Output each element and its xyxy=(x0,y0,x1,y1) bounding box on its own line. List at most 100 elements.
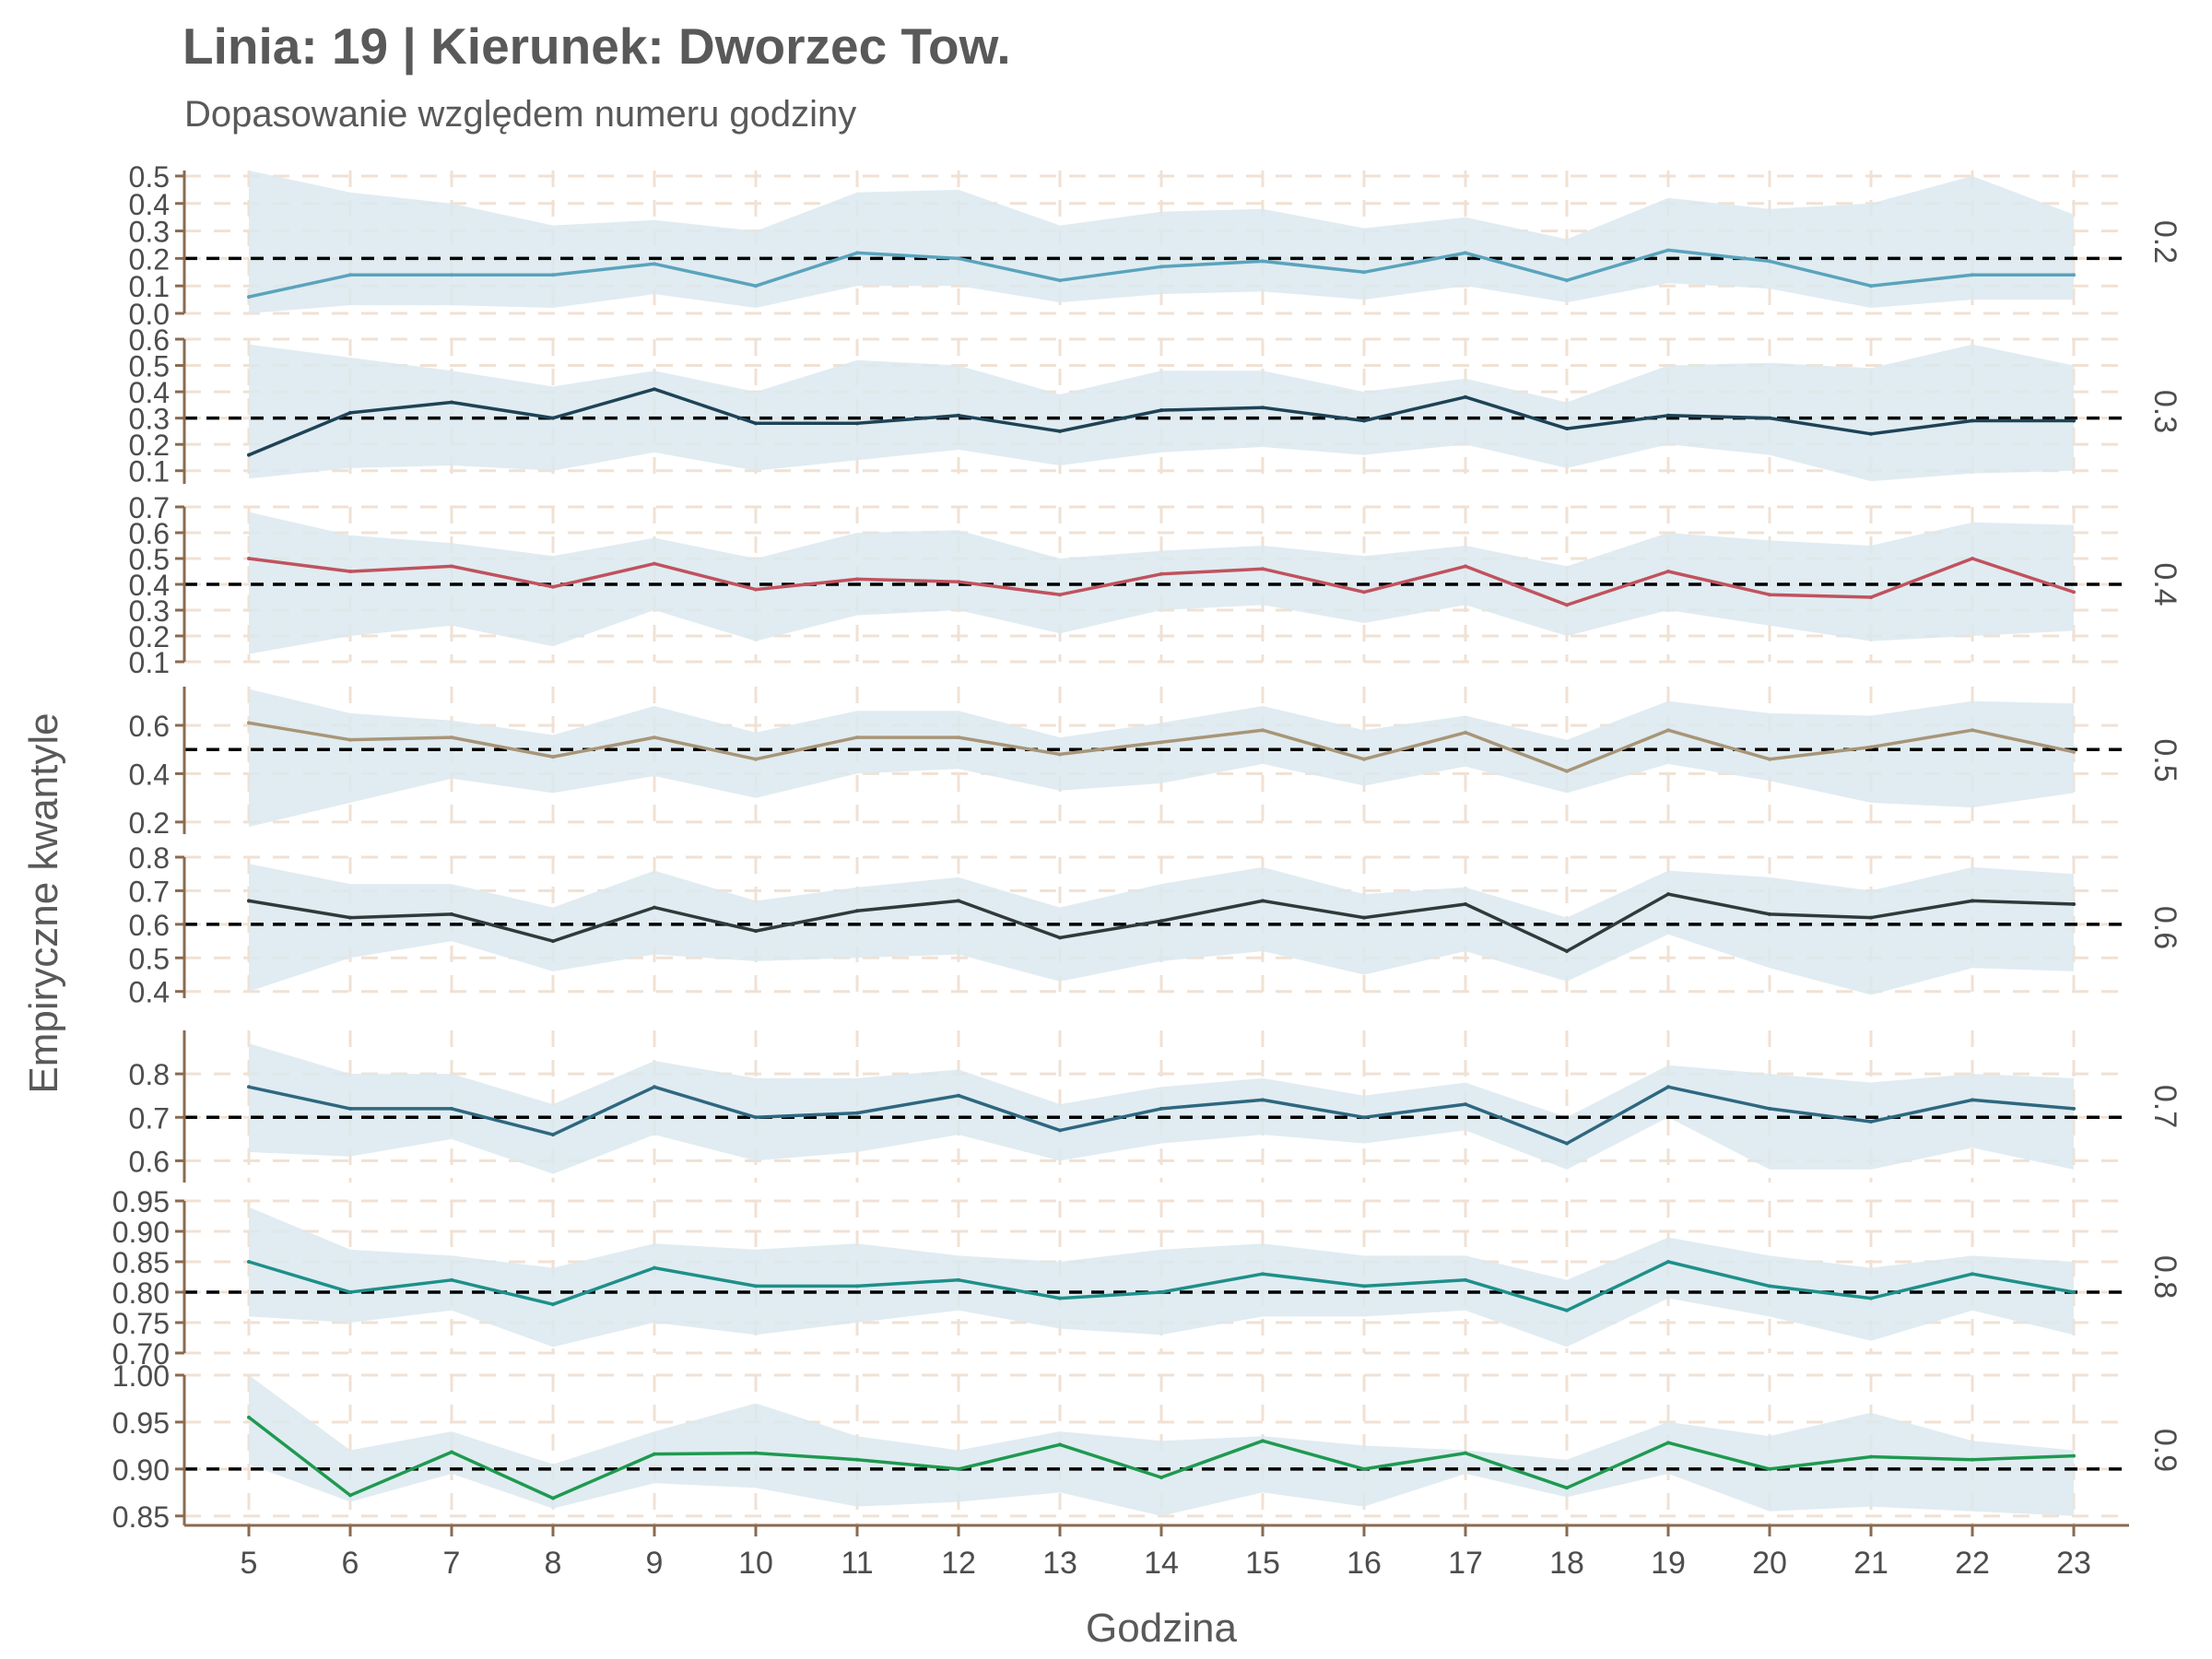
data-point xyxy=(1261,1272,1265,1277)
data-point xyxy=(1869,1454,1873,1459)
data-point xyxy=(754,587,758,592)
data-point xyxy=(1261,899,1265,903)
x-tick-label: 5 xyxy=(241,1546,258,1581)
data-point xyxy=(1971,1098,1974,1102)
facet-label: 0.9 xyxy=(2147,1429,2183,1472)
facet-label: 0.4 xyxy=(2147,562,2183,606)
x-tick-label: 17 xyxy=(1448,1546,1483,1581)
y-tick-label: 0.2 xyxy=(129,242,170,276)
data-point xyxy=(653,387,656,392)
data-point xyxy=(1666,248,1670,253)
data-point xyxy=(450,1277,453,1282)
facet-label: 0.3 xyxy=(2147,390,2183,433)
data-point xyxy=(551,1496,555,1500)
data-point xyxy=(1159,408,1163,413)
data-point xyxy=(855,1111,859,1115)
data-point xyxy=(1058,429,1062,433)
y-tick-label: 0.85 xyxy=(112,1500,170,1534)
data-point xyxy=(247,1415,251,1419)
data-point xyxy=(1058,935,1062,940)
facet-label: 0.2 xyxy=(2147,220,2183,264)
data-point xyxy=(653,1265,656,1270)
y-tick-label: 0.4 xyxy=(129,569,170,602)
y-tick-label: 0.95 xyxy=(112,1185,170,1218)
y-tick-label: 0.8 xyxy=(129,841,170,875)
data-point xyxy=(1768,593,1771,597)
data-point xyxy=(247,295,251,300)
data-point xyxy=(1565,1486,1569,1490)
data-point xyxy=(754,1284,758,1288)
facet-panel-0.7: 0.6 0.7 0.8 0.7 xyxy=(129,1030,2183,1182)
x-tick-label: 12 xyxy=(941,1546,976,1581)
data-point xyxy=(1261,1439,1265,1443)
x-tick-label: 13 xyxy=(1042,1546,1077,1581)
data-point xyxy=(1869,1296,1873,1300)
x-tick-label: 14 xyxy=(1144,1546,1179,1581)
data-point xyxy=(1971,557,1974,560)
data-point xyxy=(1261,567,1265,571)
data-point xyxy=(247,1260,251,1264)
data-point xyxy=(754,757,758,761)
data-point xyxy=(1362,757,1366,761)
facet-panel-0.2: 0.00.10.20.30.40.50.2 xyxy=(129,160,2183,331)
y-tick-label: 0.1 xyxy=(129,646,170,679)
y-tick-label: 0.2 xyxy=(129,806,170,840)
confidence-band xyxy=(249,864,2074,995)
y-tick-label: 0.6 xyxy=(129,1145,170,1178)
data-point xyxy=(551,273,555,277)
confidence-band xyxy=(249,1206,2074,1347)
data-point xyxy=(855,577,859,582)
data-point xyxy=(1464,1451,1467,1455)
data-point xyxy=(957,735,960,740)
y-tick-label: 0.6 xyxy=(129,517,170,550)
data-point xyxy=(1768,259,1771,264)
facet-panel-0.4: 0.10.20.30.40.50.60.70.4 xyxy=(129,491,2183,679)
data-point xyxy=(1666,1441,1670,1445)
data-point xyxy=(1565,1141,1569,1146)
data-point xyxy=(1869,595,1873,599)
x-tick-label: 18 xyxy=(1549,1546,1584,1581)
data-point xyxy=(1362,1115,1366,1120)
data-point xyxy=(1362,915,1366,920)
data-point xyxy=(653,905,656,910)
data-point xyxy=(247,453,251,457)
y-tick-label: 0.90 xyxy=(112,1216,170,1249)
data-point xyxy=(1666,413,1670,418)
data-point xyxy=(957,1093,960,1098)
data-point xyxy=(551,416,555,420)
data-point xyxy=(1362,1284,1366,1288)
data-point xyxy=(957,1466,960,1471)
data-point xyxy=(1464,1277,1467,1282)
data-point xyxy=(1261,728,1265,733)
data-point xyxy=(2072,749,2076,754)
data-point xyxy=(1464,1102,1467,1107)
x-tick-label: 10 xyxy=(738,1546,773,1581)
data-point xyxy=(1565,769,1569,773)
data-point xyxy=(1362,1466,1366,1471)
x-axis-label: Godzina xyxy=(1086,1606,1237,1651)
chart-subtitle: Dopasowanie względem numeru godziny xyxy=(184,94,857,135)
y-tick-label: 0.5 xyxy=(129,543,170,576)
data-point xyxy=(1869,431,1873,436)
x-tick-label: 16 xyxy=(1347,1546,1382,1581)
facet-label: 0.7 xyxy=(2147,1085,2183,1128)
y-tick-label: 0.80 xyxy=(112,1277,170,1310)
x-tick-label: 22 xyxy=(1955,1546,1990,1581)
confidence-band xyxy=(249,344,2074,482)
data-point xyxy=(957,899,960,903)
data-point xyxy=(1159,1476,1163,1480)
data-point xyxy=(1565,427,1569,431)
data-point xyxy=(551,939,555,944)
data-point xyxy=(1058,593,1062,597)
y-tick-label: 0.5 xyxy=(129,942,170,975)
data-point xyxy=(1058,752,1062,757)
data-point xyxy=(1666,1085,1670,1089)
y-tick-label: 0.4 xyxy=(129,376,170,409)
data-point xyxy=(1565,1308,1569,1312)
data-point xyxy=(855,909,859,913)
data-point xyxy=(1869,284,1873,288)
x-tick-label: 8 xyxy=(545,1546,562,1581)
y-tick-label: 0.7 xyxy=(129,491,170,524)
data-point xyxy=(450,912,453,916)
data-point xyxy=(2072,902,2076,906)
